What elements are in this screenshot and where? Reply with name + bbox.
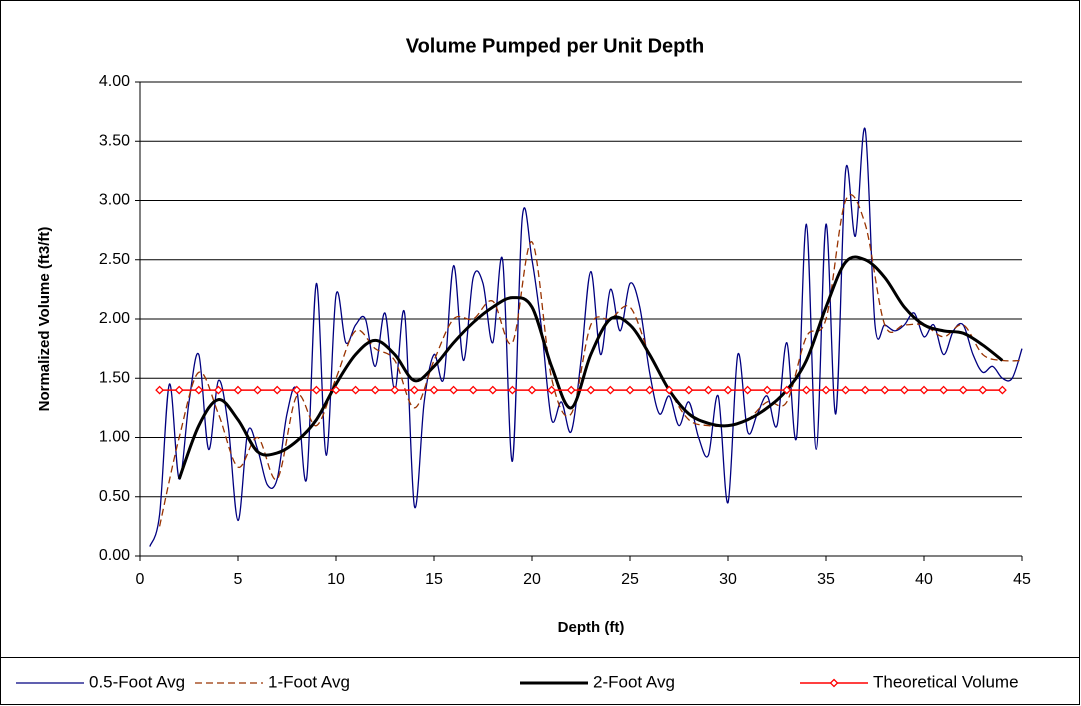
series-marker	[311, 385, 321, 395]
series-marker	[233, 385, 243, 395]
series-marker	[488, 385, 498, 395]
series-marker	[939, 385, 949, 395]
x-tick-label: 10	[327, 571, 345, 588]
y-tick-label: 3.50	[99, 132, 130, 149]
x-tick-label: 25	[621, 571, 639, 588]
y-tick-label: 1.50	[99, 369, 130, 386]
series-marker	[155, 385, 165, 395]
series-marker	[958, 385, 968, 395]
y-tick-label: 0.50	[99, 488, 130, 505]
series-marker	[743, 385, 753, 395]
series-marker	[507, 385, 517, 395]
series-marker	[899, 385, 909, 395]
series-marker	[821, 385, 831, 395]
series-marker	[390, 385, 400, 395]
x-tick-label: 15	[425, 571, 443, 588]
series-line	[149, 127, 1023, 547]
series-marker	[292, 385, 302, 395]
y-tick-label: 1.00	[99, 429, 130, 446]
y-axis-title: Normalized Volume (ft3/ft)	[36, 227, 53, 412]
series-marker	[429, 385, 439, 395]
x-tick-label: 20	[523, 571, 541, 588]
series-marker	[880, 385, 890, 395]
series-marker	[919, 385, 929, 395]
chart-title: Volume Pumped per Unit Depth	[406, 35, 705, 57]
x-tick-label: 5	[234, 571, 243, 588]
series-marker	[605, 385, 615, 395]
y-tick-label: 0.00	[99, 547, 130, 564]
series-line	[177, 255, 1004, 480]
series-marker	[194, 385, 204, 395]
series-marker	[586, 385, 596, 395]
series-marker	[723, 385, 733, 395]
x-tick-label: 45	[1013, 571, 1031, 588]
series-marker	[762, 385, 772, 395]
legend-label: 0.5-Foot Avg	[89, 672, 185, 691]
series-marker	[409, 385, 419, 395]
series-marker	[645, 385, 655, 395]
x-tick-label: 0	[136, 571, 145, 588]
legend-marker	[829, 678, 839, 688]
x-tick-label: 40	[915, 571, 933, 588]
series-marker	[253, 385, 263, 395]
series-marker	[547, 385, 557, 395]
series-marker	[625, 385, 635, 395]
x-tick-label: 35	[817, 571, 835, 588]
y-tick-label: 2.50	[99, 251, 130, 268]
series-marker	[566, 385, 576, 395]
series-marker	[664, 385, 674, 395]
series-marker	[213, 385, 223, 395]
series-marker	[527, 385, 537, 395]
series-marker	[449, 385, 459, 395]
legend-label: 2-Foot Avg	[593, 672, 675, 691]
series-marker	[703, 385, 713, 395]
series-marker	[782, 385, 792, 395]
series-marker	[370, 385, 380, 395]
y-tick-label: 4.00	[99, 73, 130, 90]
series-marker	[997, 385, 1007, 395]
series-marker	[174, 385, 184, 395]
y-tick-label: 2.00	[99, 310, 130, 327]
x-axis-title: Depth (ft)	[558, 619, 625, 636]
series-marker	[331, 385, 341, 395]
legend-label: Theoretical Volume	[873, 672, 1019, 691]
series-marker	[978, 385, 988, 395]
series-marker	[468, 385, 478, 395]
series-marker	[841, 385, 851, 395]
x-tick-label: 30	[719, 571, 737, 588]
series-marker	[351, 385, 361, 395]
y-tick-label: 3.00	[99, 192, 130, 209]
series-line	[158, 193, 1023, 527]
series-marker	[272, 385, 282, 395]
series-marker	[860, 385, 870, 395]
legend-label: 1-Foot Avg	[268, 672, 350, 691]
series-marker	[684, 385, 694, 395]
series-marker	[801, 385, 811, 395]
